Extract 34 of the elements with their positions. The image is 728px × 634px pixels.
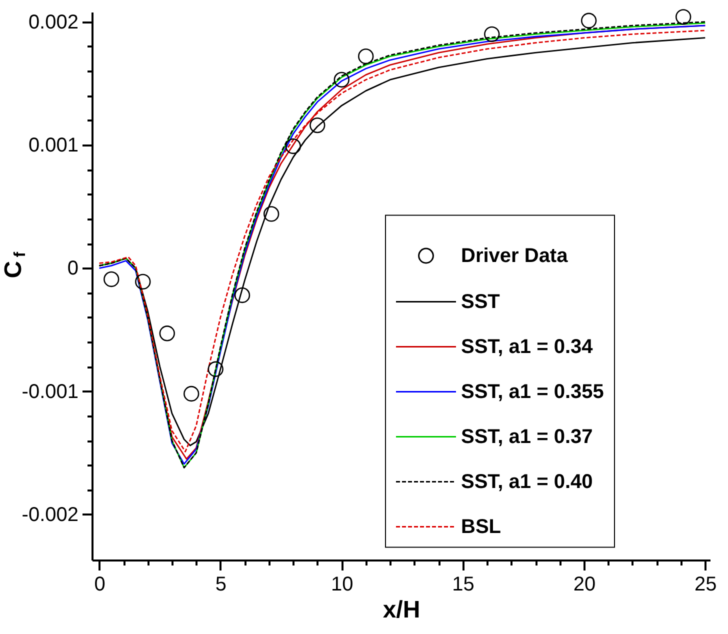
point xyxy=(285,138,302,154)
y-tick-label: 0.002 xyxy=(28,11,78,34)
point xyxy=(184,386,200,402)
y-tick-label: -0.002 xyxy=(22,504,78,526)
x-tick-label: 15 xyxy=(452,574,474,596)
legend-label: Driver Data xyxy=(461,244,569,267)
x-tick-label: 25 xyxy=(694,574,717,596)
point xyxy=(135,274,151,290)
legend-label: SST, a1 = 0.34 xyxy=(461,336,594,358)
legend-label: SST, a1 = 0.40 xyxy=(461,470,593,493)
y-tick-label: -0.001 xyxy=(22,380,78,403)
point xyxy=(675,9,692,25)
point xyxy=(334,72,350,88)
point xyxy=(310,117,326,134)
point xyxy=(263,206,280,222)
point xyxy=(484,26,500,42)
y-tick-label: 0 xyxy=(67,258,78,280)
legend-label: SST, a1 = 0.37 xyxy=(461,426,593,448)
x-tick-label: 5 xyxy=(215,574,227,596)
legend-label: SST, a1 = 0.355 xyxy=(461,380,604,403)
point xyxy=(159,326,175,342)
y-tick-label: 0.001 xyxy=(28,134,78,156)
point xyxy=(234,287,250,304)
x-tick-label: 20 xyxy=(573,574,596,596)
legend-label: BSL xyxy=(461,516,501,538)
x-tick-label: 0 xyxy=(94,574,106,596)
point xyxy=(104,271,120,288)
point xyxy=(208,361,224,377)
x-axis-title: x/H xyxy=(382,596,420,624)
point xyxy=(580,12,597,28)
legend-label: SST xyxy=(461,290,500,313)
x-tick-label: 10 xyxy=(331,574,354,596)
point xyxy=(358,48,374,64)
y-axis-title: Cf xyxy=(0,251,29,278)
